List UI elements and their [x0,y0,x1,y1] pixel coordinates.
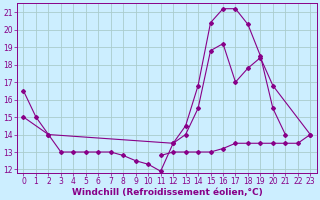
X-axis label: Windchill (Refroidissement éolien,°C): Windchill (Refroidissement éolien,°C) [72,188,262,197]
